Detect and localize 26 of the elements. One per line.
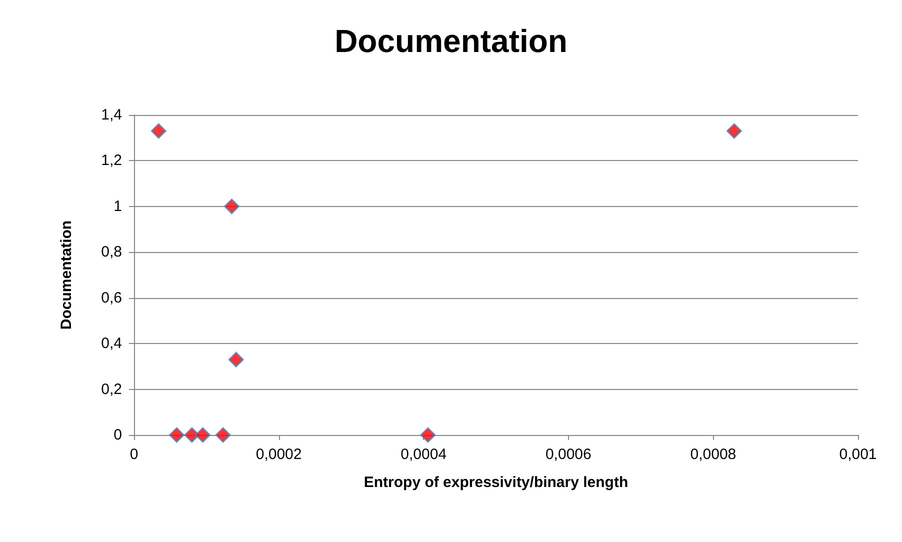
x-tick-label: 0,0002	[256, 446, 302, 463]
y-tick-label: 0,4	[101, 335, 122, 352]
x-tick-label: 0,0004	[400, 446, 447, 463]
y-tick-label: 0,8	[101, 244, 122, 261]
point	[168, 427, 184, 443]
x-tick-label: 0,0008	[690, 446, 736, 463]
y-tick-label: 1,2	[101, 152, 122, 170]
x-tick-label: 0,001	[839, 446, 877, 463]
y-tick-label: 1	[114, 198, 122, 215]
x-axis-title: Entropy of expressivity/binary length	[364, 474, 628, 491]
x-tick-label: 0,0006	[545, 446, 592, 463]
y-tick-label: 0	[114, 426, 122, 444]
y-tick-label: 0,6	[101, 289, 122, 306]
y-axis-title: Documentation	[58, 220, 75, 330]
y-tick-label: 0,2	[101, 380, 122, 398]
point	[726, 123, 742, 139]
point	[184, 427, 200, 443]
y-tick-label: 1,4	[101, 106, 122, 124]
chart-title: Documentation	[334, 23, 568, 59]
point	[224, 198, 240, 214]
x-tick-label: 0	[130, 446, 138, 463]
point	[420, 427, 436, 443]
point	[215, 427, 231, 443]
point	[195, 427, 211, 443]
point	[228, 352, 244, 368]
point	[150, 123, 166, 139]
